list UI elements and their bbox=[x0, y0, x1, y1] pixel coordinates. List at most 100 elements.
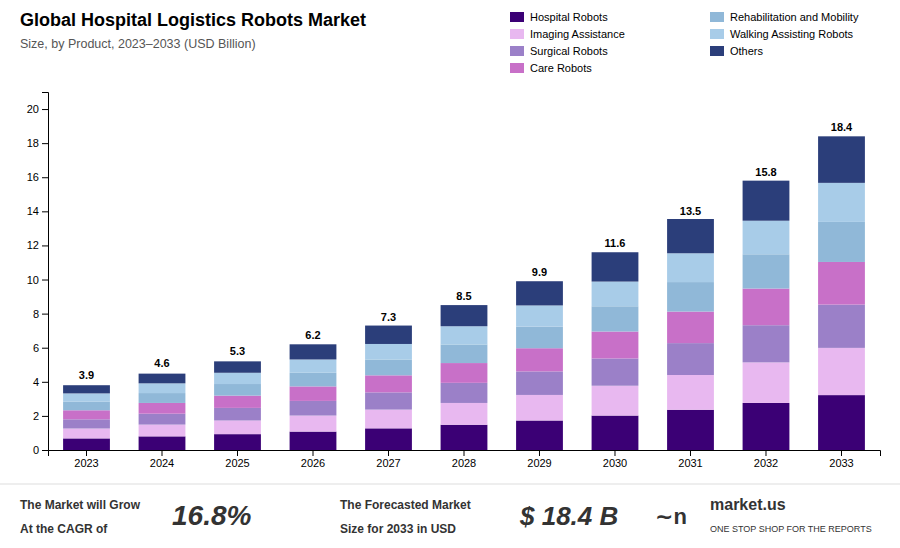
bar bbox=[667, 219, 714, 253]
bar bbox=[365, 428, 412, 450]
bar bbox=[743, 181, 790, 221]
legend-item: Care Robots bbox=[510, 62, 592, 74]
y-tick: 0 bbox=[33, 444, 48, 456]
bar bbox=[441, 326, 488, 344]
x-tick-label: 2023 bbox=[74, 457, 98, 469]
legend-swatch bbox=[510, 63, 524, 73]
x-tick-mark bbox=[86, 450, 87, 456]
y-axis: 02468101214161820 bbox=[27, 93, 49, 457]
y-tick-mark bbox=[42, 348, 48, 349]
bar bbox=[441, 363, 488, 383]
bar bbox=[365, 392, 412, 409]
bar bbox=[63, 402, 110, 411]
annotation: 16.8% bbox=[172, 500, 251, 531]
legend-swatch bbox=[510, 46, 524, 56]
y-tick: 2 bbox=[33, 410, 48, 422]
plot: 0246810121416182020232024202520262027202… bbox=[27, 93, 881, 469]
legend-swatch bbox=[510, 29, 524, 39]
y-tick-mark bbox=[42, 280, 48, 281]
bar bbox=[441, 383, 488, 403]
bar bbox=[365, 344, 412, 360]
x-tick-mark bbox=[690, 450, 691, 456]
bar bbox=[214, 373, 261, 384]
x-tick: 2029 bbox=[527, 450, 551, 469]
bar bbox=[818, 183, 865, 222]
footer: The Market will GrowAt the CAGR of16.8%T… bbox=[20, 496, 872, 536]
bar bbox=[441, 305, 488, 326]
bar bbox=[139, 393, 186, 403]
legend-swatch bbox=[710, 12, 724, 22]
legend: Hospital Robots Imaging Assistance Surgica… bbox=[510, 11, 859, 74]
bar bbox=[743, 254, 790, 288]
total-label: 6.2 bbox=[305, 329, 320, 341]
y-tick-label: 12 bbox=[27, 239, 39, 251]
x-axis: 2023202420252026202720282029203020312032… bbox=[49, 450, 881, 469]
x-tick-label: 2032 bbox=[754, 457, 778, 469]
bar bbox=[139, 436, 186, 450]
total-label: 3.9 bbox=[79, 369, 94, 381]
legend-label: Surgical Robots bbox=[530, 45, 608, 57]
bar bbox=[516, 395, 563, 421]
x-tick-mark bbox=[162, 450, 163, 456]
x-tick: 2026 bbox=[301, 450, 325, 469]
legend-swatch bbox=[710, 29, 724, 39]
bar bbox=[516, 371, 563, 395]
y-tick-label: 20 bbox=[27, 103, 39, 115]
bar bbox=[214, 434, 261, 450]
bar bbox=[818, 348, 865, 395]
x-tick: 2033 bbox=[829, 450, 853, 469]
total-label: 13.5 bbox=[680, 205, 701, 217]
bar bbox=[290, 359, 337, 372]
x-tick: 2028 bbox=[452, 450, 476, 469]
series bbox=[63, 395, 865, 450]
bar bbox=[743, 403, 790, 450]
legend-item: Walking Assisting Robots bbox=[710, 28, 854, 40]
bar bbox=[667, 312, 714, 344]
y-tick: 10 bbox=[27, 274, 48, 286]
bar bbox=[516, 281, 563, 305]
y-tick: 12 bbox=[27, 239, 48, 251]
x-tick: 2030 bbox=[603, 450, 627, 469]
legend-item: Imaging Assistance bbox=[510, 28, 625, 40]
annotation: The Market will Grow bbox=[20, 498, 141, 512]
bar bbox=[290, 373, 337, 387]
legend-label: Hospital Robots bbox=[530, 11, 608, 23]
bar bbox=[365, 410, 412, 429]
bar bbox=[139, 403, 186, 414]
x-tick: 2031 bbox=[678, 450, 702, 469]
legend-item: Surgical Robots bbox=[510, 45, 608, 57]
annotation: $ 18.4 B bbox=[519, 501, 618, 531]
bar bbox=[818, 395, 865, 450]
bar bbox=[139, 414, 186, 425]
bar bbox=[667, 282, 714, 311]
bar bbox=[290, 386, 337, 400]
bar bbox=[818, 136, 865, 183]
annotation: The Forecasted Market bbox=[340, 498, 471, 512]
y-tick-label: 8 bbox=[33, 308, 39, 320]
y-tick: 18 bbox=[27, 137, 48, 149]
bar bbox=[818, 262, 865, 305]
title: Global Hospital Logistics Robots Market bbox=[20, 10, 366, 30]
y-tick-label: 10 bbox=[27, 274, 39, 286]
total-label: 5.3 bbox=[230, 345, 245, 357]
bar bbox=[592, 306, 639, 331]
y-tick-mark bbox=[42, 177, 48, 178]
x-tick-mark bbox=[765, 450, 766, 456]
annotation: Size for 2033 in USD bbox=[340, 522, 456, 536]
x-tick-label: 2026 bbox=[301, 457, 325, 469]
y-tick-mark bbox=[42, 314, 48, 315]
footer-rule bbox=[0, 484, 900, 485]
legend-swatch bbox=[710, 46, 724, 56]
bar bbox=[592, 386, 639, 416]
bar bbox=[743, 362, 790, 403]
bar bbox=[667, 343, 714, 375]
annotation: market.us bbox=[710, 496, 786, 513]
bar bbox=[441, 403, 488, 425]
legend-label: Imaging Assistance bbox=[530, 28, 625, 40]
y-axis-line bbox=[42, 93, 49, 451]
bar bbox=[516, 305, 563, 326]
x-tick-mark bbox=[313, 450, 314, 456]
x-axis-line bbox=[49, 451, 881, 457]
x-tick-mark bbox=[464, 450, 465, 456]
x-tick: 2025 bbox=[225, 450, 249, 469]
